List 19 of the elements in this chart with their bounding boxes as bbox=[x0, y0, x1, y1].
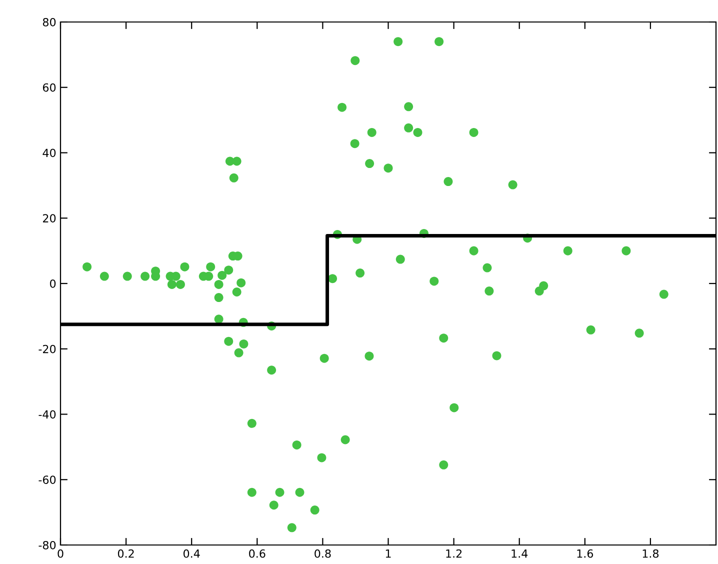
y-tick-label: -60 bbox=[38, 476, 56, 484]
y-tick-label: 20 bbox=[43, 214, 56, 223]
y-tick-label: 80 bbox=[42, 18, 56, 26]
y-tick-label: 40 bbox=[42, 148, 56, 158]
x-tick-label: 0.2 bbox=[118, 549, 134, 558]
y-tick-label: 0 bbox=[50, 279, 56, 288]
x-tick-label: 1.4 bbox=[512, 550, 528, 558]
y-tick-label: -20 bbox=[38, 344, 56, 354]
x-tick-label: 0.6 bbox=[249, 549, 266, 558]
x-tick-label: 0.8 bbox=[314, 549, 331, 558]
x-tick-label: 1 bbox=[386, 550, 391, 558]
x-tick-label: 0 bbox=[58, 549, 64, 558]
y-tick-label: -40 bbox=[38, 410, 56, 419]
y-tick-label: 60 bbox=[42, 83, 56, 92]
x-tick-label: 1.8 bbox=[642, 549, 659, 558]
x-tick-label: 1.2 bbox=[446, 549, 462, 558]
x-tick-label: 0.4 bbox=[184, 549, 200, 558]
y-tick-label: -80 bbox=[38, 540, 56, 550]
x-tick-label: 1.6 bbox=[577, 549, 594, 558]
